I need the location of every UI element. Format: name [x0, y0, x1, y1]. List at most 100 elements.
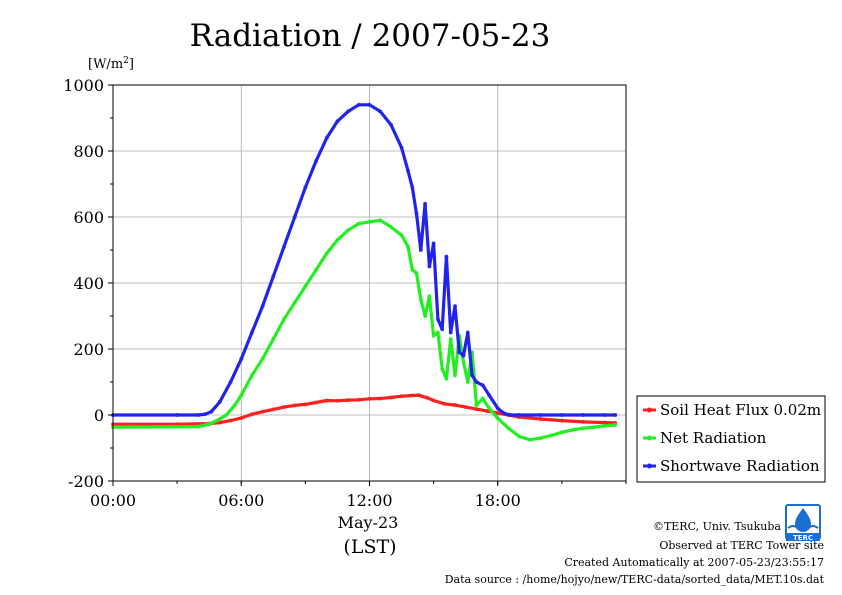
data-point-shortwave-radiation — [239, 356, 244, 361]
terc-logo-text: TERC — [793, 534, 813, 542]
data-point-soil-heat-flux-0-02m — [271, 407, 276, 412]
data-point-shortwave-radiation — [314, 158, 319, 163]
terc-logo-water-drop-icon — [795, 508, 811, 532]
data-point-net-radiation — [435, 330, 440, 335]
data-point-net-radiation — [427, 294, 432, 299]
data-point-shortwave-radiation — [448, 330, 453, 335]
data-point-shortwave-radiation — [495, 406, 500, 411]
data-point-shortwave-radiation — [271, 274, 276, 279]
data-point-net-radiation — [207, 422, 212, 427]
x-axis-ticks: 00:00 06:00 12:00 18:00 — [90, 481, 627, 510]
data-point-net-radiation — [303, 284, 308, 289]
chart-title: Radiation / 2007-05-23 — [190, 18, 551, 54]
data-point-net-radiation — [423, 313, 428, 318]
data-point-shortwave-radiation — [502, 411, 507, 416]
data-point-net-radiation — [399, 233, 404, 238]
data-point-shortwave-radiation — [444, 254, 449, 259]
data-point-shortwave-radiation — [249, 330, 254, 335]
data-point-net-radiation — [314, 267, 319, 272]
data-point-shortwave-radiation — [418, 247, 423, 252]
legend-label-net-radiation: Net Radiation — [660, 429, 767, 447]
data-point-net-radiation — [452, 373, 457, 378]
y-tick-label: 400 — [73, 274, 104, 293]
data-point-net-radiation — [281, 317, 286, 322]
data-point-shortwave-radiation — [474, 379, 479, 384]
data-point-soil-heat-flux-0-02m — [260, 409, 265, 414]
legend-label-shortwave-radiation: Shortwave Radiation — [660, 457, 820, 475]
data-point-shortwave-radiation — [581, 412, 586, 417]
data-point-shortwave-radiation — [602, 412, 607, 417]
data-point-soil-heat-flux-0-02m — [495, 410, 500, 415]
data-point-soil-heat-flux-0-02m — [399, 394, 404, 399]
data-point-soil-heat-flux-0-02m — [442, 401, 447, 406]
legend-box — [636, 395, 826, 483]
credit-created: Created Automatically at 2007-05-23/23:5… — [564, 556, 824, 569]
data-point-soil-heat-flux-0-02m — [388, 395, 393, 400]
data-point-net-radiation — [271, 337, 276, 342]
data-point-net-radiation — [414, 271, 419, 276]
data-point-shortwave-radiation — [452, 304, 457, 309]
data-point-shortwave-radiation — [431, 241, 436, 246]
legend: Soil Heat Flux 0.02m Net Radiation Shortwa… — [636, 395, 826, 483]
data-point-shortwave-radiation — [508, 412, 513, 417]
data-point-shortwave-radiation — [410, 185, 415, 190]
data-point-net-radiation — [517, 434, 522, 439]
data-point-net-radiation — [346, 228, 351, 233]
data-point-soil-heat-flux-0-02m — [356, 397, 361, 402]
terc-logo: TERC — [785, 504, 821, 542]
data-point-net-radiation — [410, 267, 415, 272]
data-point-net-radiation — [356, 221, 361, 226]
x-tick-label: 18:00 — [475, 491, 521, 510]
data-point-net-radiation — [440, 366, 445, 371]
data-point-net-radiation — [461, 360, 466, 365]
data-point-net-radiation — [581, 426, 586, 431]
y-axis-ticks: -200 0 200 400 600 800 1000 — [63, 76, 113, 491]
data-point-net-radiation — [591, 425, 596, 430]
data-point-shortwave-radiation — [613, 412, 618, 417]
data-point-soil-heat-flux-0-02m — [324, 398, 329, 403]
data-point-net-radiation — [249, 373, 254, 378]
data-point-net-radiation — [570, 427, 575, 432]
series-line-net-radiation — [111, 218, 617, 442]
data-point-soil-heat-flux-0-02m — [249, 412, 254, 417]
data-point-shortwave-radiation — [423, 201, 428, 206]
data-point-shortwave-radiation — [196, 412, 201, 417]
data-point-net-radiation — [431, 333, 436, 338]
data-point-soil-heat-flux-0-02m — [474, 407, 479, 412]
y-tick-label: 1000 — [63, 76, 104, 95]
data-point-shortwave-radiation — [414, 211, 419, 216]
terc-logo-band — [786, 533, 820, 541]
data-point-net-radiation — [232, 403, 237, 408]
data-point-soil-heat-flux-0-02m — [463, 405, 468, 410]
data-point-soil-heat-flux-0-02m — [410, 393, 415, 398]
data-point-shortwave-radiation — [480, 383, 485, 388]
data-point-net-radiation — [559, 430, 564, 435]
series-line-shortwave-radiation — [111, 103, 617, 417]
data-point-shortwave-radiation — [260, 304, 265, 309]
y-tick-label: 200 — [73, 340, 104, 359]
data-point-shortwave-radiation — [335, 119, 340, 124]
terc-logo-wave-icon — [787, 525, 819, 531]
data-point-shortwave-radiation — [457, 350, 462, 355]
data-point-soil-heat-flux-0-02m — [367, 396, 372, 401]
data-point-net-radiation — [292, 300, 297, 305]
data-point-shortwave-radiation — [202, 412, 207, 417]
data-point-shortwave-radiation — [405, 168, 410, 173]
data-point-net-radiation — [527, 437, 532, 442]
data-point-soil-heat-flux-0-02m — [292, 403, 297, 408]
data-point-shortwave-radiation — [356, 102, 361, 107]
data-point-net-radiation — [480, 396, 485, 401]
data-point-net-radiation — [549, 433, 554, 438]
data-point-soil-heat-flux-0-02m — [228, 418, 233, 423]
data-point-soil-heat-flux-0-02m — [416, 393, 421, 398]
x-axis-date-label: May-23 — [338, 513, 399, 532]
data-point-shortwave-radiation — [465, 330, 470, 335]
legend-marker-shortwave-radiation — [647, 463, 652, 469]
data-point-shortwave-radiation — [461, 353, 466, 358]
data-point-soil-heat-flux-0-02m — [425, 395, 430, 400]
data-point-shortwave-radiation — [217, 399, 222, 404]
data-point-soil-heat-flux-0-02m — [581, 419, 586, 424]
data-point-shortwave-radiation — [303, 185, 308, 190]
data-point-net-radiation — [506, 426, 511, 431]
data-point-net-radiation — [538, 436, 543, 441]
